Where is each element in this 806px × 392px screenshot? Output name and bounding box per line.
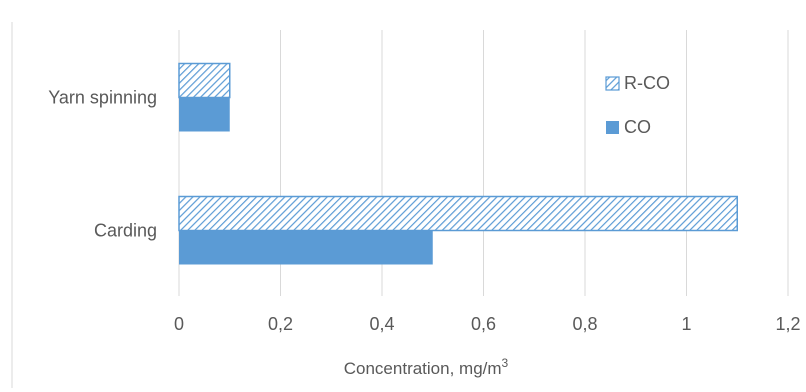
category-label: Yarn spinning <box>48 88 157 108</box>
x-axis-title: Concentration, mg/m3 <box>344 356 509 378</box>
bars <box>178 62 738 265</box>
x-tick-label: 0 <box>174 314 184 334</box>
bar-r-co-carding <box>178 195 738 232</box>
legend-label: R-CO <box>624 73 670 93</box>
category-label: Carding <box>94 221 157 241</box>
legend-swatch <box>605 76 620 91</box>
legend-label: CO <box>624 117 651 137</box>
bar-co-carding <box>179 230 433 265</box>
bar-co-yarn-spinning <box>179 97 230 132</box>
bar-r-co-yarn-spinning <box>178 62 231 99</box>
legend: R-CO CO <box>605 73 670 137</box>
x-tick-label: 0,4 <box>369 314 394 334</box>
x-tick-label: 0,6 <box>471 314 496 334</box>
category-labels: Yarn spinning Carding <box>48 88 157 241</box>
x-tick-label: 1,2 <box>775 314 800 334</box>
x-tick-label: 0,8 <box>572 314 597 334</box>
x-tick-label: 1 <box>681 314 691 334</box>
legend-swatch <box>606 121 619 134</box>
x-tick-label: 0,2 <box>268 314 293 334</box>
x-tick-labels: 0 0,2 0,4 0,6 0,8 1 1,2 <box>174 314 801 334</box>
